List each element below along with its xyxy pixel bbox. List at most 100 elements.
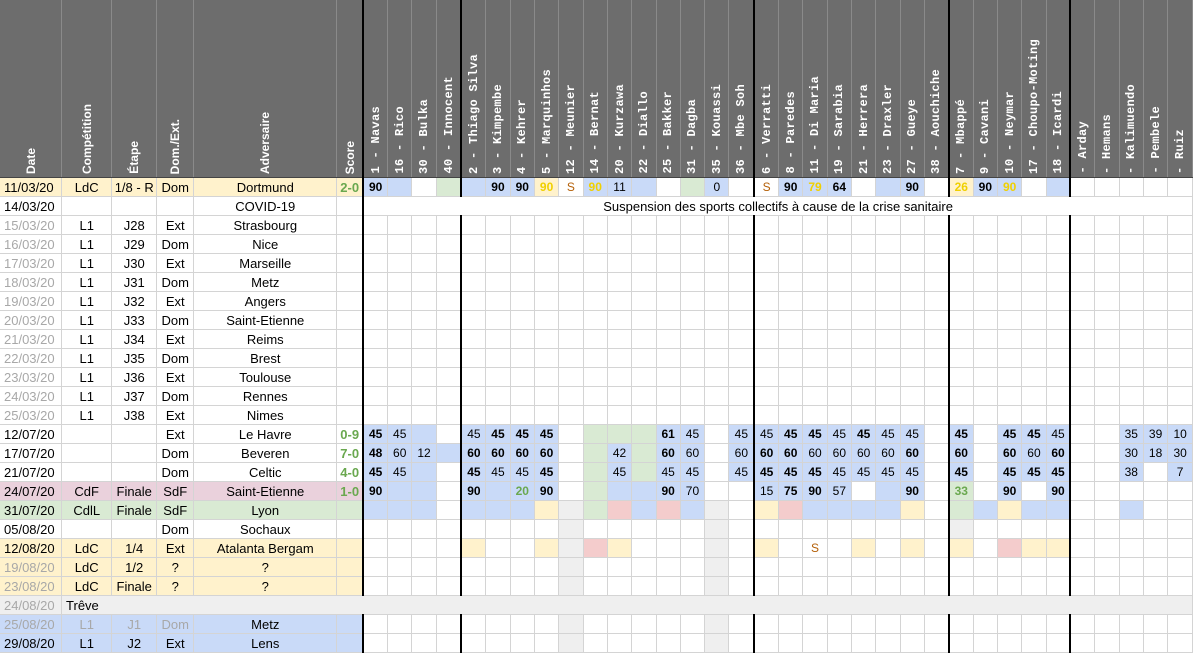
- player-header[interactable]: - Hemans: [1094, 0, 1120, 178]
- minutes-cell[interactable]: [411, 234, 437, 254]
- minutes-cell[interactable]: [631, 538, 657, 558]
- minutes-cell[interactable]: [875, 329, 901, 349]
- minutes-cell[interactable]: 45: [754, 424, 780, 444]
- minutes-cell[interactable]: [704, 329, 730, 349]
- minutes-cell[interactable]: [387, 614, 413, 634]
- minutes-cell[interactable]: [1094, 481, 1120, 501]
- minutes-cell[interactable]: [924, 443, 950, 463]
- minutes-cell[interactable]: [973, 614, 998, 634]
- minutes-cell[interactable]: [704, 538, 730, 558]
- minutes-cell[interactable]: [973, 234, 998, 254]
- minutes-cell[interactable]: 45: [802, 424, 828, 444]
- minutes-cell[interactable]: [1119, 291, 1144, 311]
- minutes-cell[interactable]: [802, 291, 828, 311]
- minutes-cell[interactable]: [436, 310, 463, 330]
- player-header[interactable]: 2 - Thiago Silva: [461, 0, 487, 178]
- minutes-cell[interactable]: [1119, 348, 1144, 368]
- minutes-cell[interactable]: [875, 291, 901, 311]
- minutes-cell[interactable]: [534, 253, 560, 273]
- minutes-cell[interactable]: [461, 215, 487, 235]
- minutes-cell[interactable]: [973, 462, 998, 482]
- minutes-cell[interactable]: [728, 519, 756, 539]
- minutes-cell[interactable]: [510, 633, 535, 653]
- minutes-cell[interactable]: [754, 576, 780, 596]
- minutes-cell[interactable]: [973, 272, 998, 292]
- minutes-cell[interactable]: [1167, 310, 1193, 330]
- minutes-cell[interactable]: [875, 215, 901, 235]
- minutes-cell[interactable]: [754, 557, 780, 577]
- minutes-cell[interactable]: 90: [534, 481, 560, 501]
- minutes-cell[interactable]: [827, 329, 853, 349]
- minutes-cell[interactable]: 45: [656, 462, 681, 482]
- minutes-cell[interactable]: [656, 538, 681, 558]
- minutes-cell[interactable]: [436, 633, 463, 653]
- minutes-cell[interactable]: [656, 329, 681, 349]
- minutes-cell[interactable]: [607, 367, 633, 387]
- player-header[interactable]: 10 - Neymar: [997, 0, 1023, 178]
- minutes-cell[interactable]: [510, 291, 535, 311]
- minutes-cell[interactable]: [778, 272, 804, 292]
- minutes-cell[interactable]: [583, 215, 608, 235]
- minutes-cell[interactable]: [1167, 291, 1193, 311]
- minutes-cell[interactable]: [1094, 367, 1120, 387]
- minutes-cell[interactable]: [1070, 367, 1096, 387]
- match-row[interactable]: 29/08/20 L1 J2 Ext Lens: [0, 633, 1193, 653]
- minutes-cell[interactable]: [387, 215, 413, 235]
- minutes-cell[interactable]: 90: [461, 481, 487, 501]
- minutes-cell[interactable]: [875, 557, 901, 577]
- player-header[interactable]: 8 - Paredes: [778, 0, 804, 178]
- player-header[interactable]: - Ruiz: [1167, 0, 1193, 178]
- player-header[interactable]: - Arday: [1070, 0, 1096, 178]
- minutes-cell[interactable]: [1046, 557, 1072, 577]
- minutes-cell[interactable]: [1021, 576, 1047, 596]
- minutes-cell[interactable]: 45: [363, 462, 389, 482]
- minutes-cell[interactable]: [411, 424, 437, 444]
- minutes-cell[interactable]: 60: [900, 443, 925, 463]
- minutes-cell[interactable]: 45: [485, 462, 511, 482]
- col-header-score[interactable]: Score: [336, 0, 365, 178]
- minutes-cell[interactable]: [875, 348, 901, 368]
- minutes-cell[interactable]: [461, 272, 487, 292]
- minutes-cell[interactable]: 42: [607, 443, 633, 463]
- minutes-cell[interactable]: [656, 348, 681, 368]
- minutes-cell[interactable]: [363, 272, 389, 292]
- minutes-cell[interactable]: [510, 215, 535, 235]
- player-header[interactable]: 18 - Icardi: [1046, 0, 1072, 178]
- minutes-cell[interactable]: [924, 614, 950, 634]
- minutes-cell[interactable]: [827, 272, 853, 292]
- minutes-cell[interactable]: [728, 310, 756, 330]
- minutes-cell[interactable]: [558, 519, 584, 539]
- minutes-cell[interactable]: [778, 614, 804, 634]
- minutes-cell[interactable]: [1143, 310, 1169, 330]
- minutes-cell[interactable]: [1119, 234, 1144, 254]
- minutes-cell[interactable]: [436, 557, 463, 577]
- minutes-cell[interactable]: [851, 481, 877, 501]
- minutes-cell[interactable]: 90: [656, 481, 681, 501]
- minutes-cell[interactable]: [827, 519, 853, 539]
- minutes-cell[interactable]: [363, 348, 389, 368]
- minutes-cell[interactable]: [387, 310, 413, 330]
- minutes-cell[interactable]: [754, 367, 780, 387]
- minutes-cell[interactable]: [728, 386, 756, 406]
- minutes-cell[interactable]: [900, 386, 925, 406]
- minutes-cell[interactable]: [363, 405, 389, 425]
- minutes-cell[interactable]: [631, 443, 657, 463]
- minutes-cell[interactable]: [1070, 614, 1096, 634]
- minutes-cell[interactable]: [656, 500, 681, 520]
- minutes-cell[interactable]: [704, 519, 730, 539]
- minutes-cell[interactable]: [973, 215, 998, 235]
- match-row[interactable]: 14/03/20 COVID-19 Suspension des sports co…: [0, 196, 1193, 216]
- minutes-cell[interactable]: 26: [948, 177, 974, 197]
- minutes-cell[interactable]: [997, 614, 1023, 634]
- minutes-cell[interactable]: [1167, 348, 1193, 368]
- minutes-cell[interactable]: 60: [510, 443, 535, 463]
- minutes-cell[interactable]: [607, 576, 633, 596]
- minutes-cell[interactable]: [1070, 538, 1096, 558]
- minutes-cell[interactable]: [997, 633, 1023, 653]
- minutes-cell[interactable]: [704, 633, 730, 653]
- minutes-cell[interactable]: [680, 215, 706, 235]
- minutes-cell[interactable]: [851, 234, 877, 254]
- minutes-cell[interactable]: [1094, 348, 1120, 368]
- player-header[interactable]: 22 - Diallo: [631, 0, 657, 178]
- minutes-cell[interactable]: [728, 367, 756, 387]
